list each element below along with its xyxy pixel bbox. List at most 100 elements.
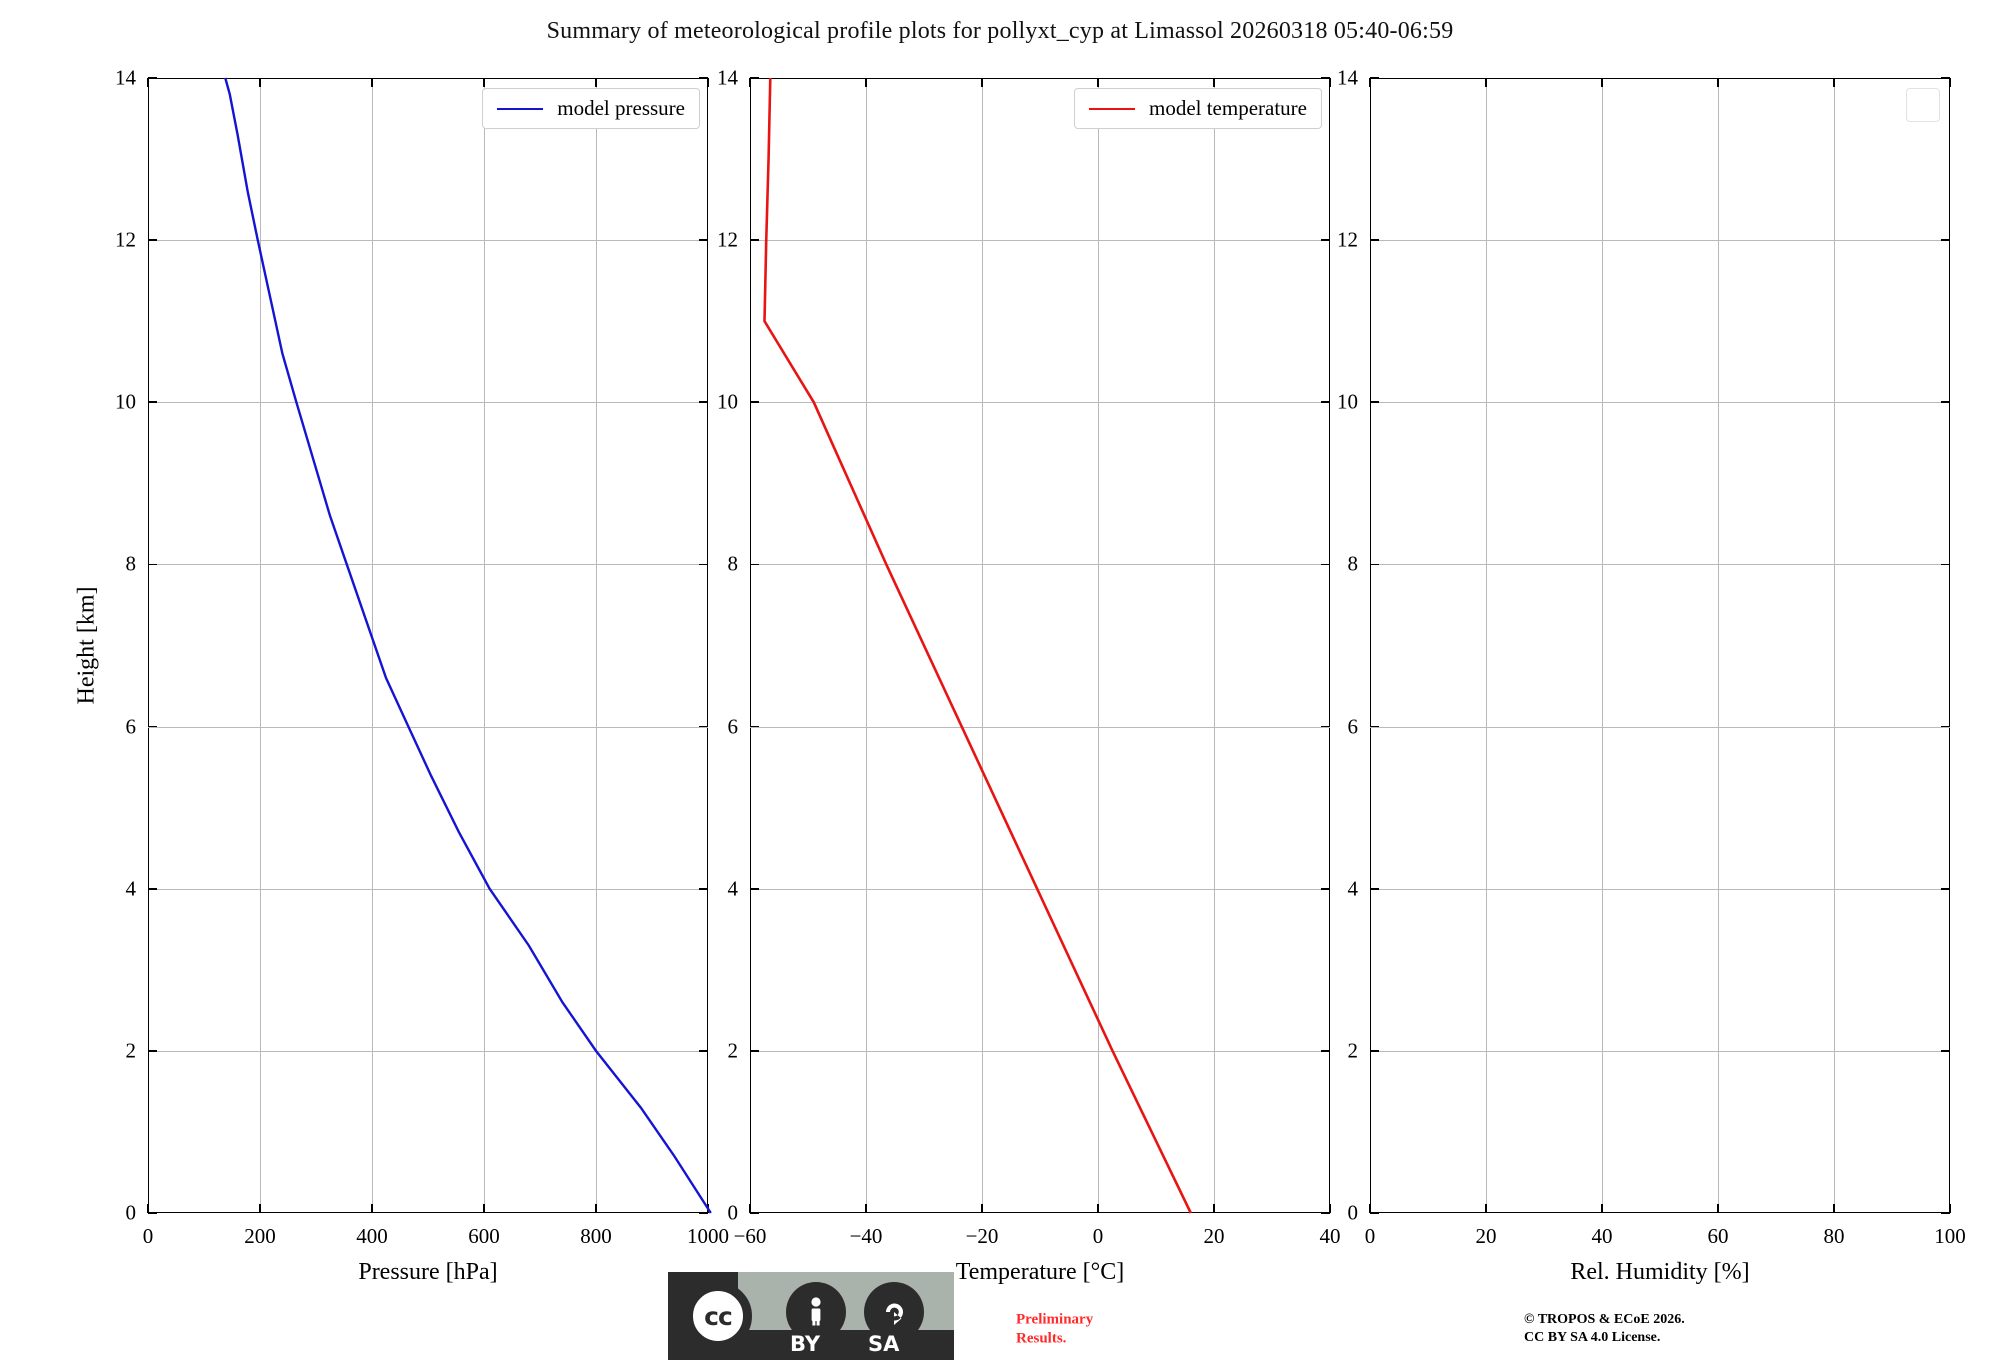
x-axis-tick [259, 78, 261, 87]
temperature-curve [763, 77, 1192, 1214]
y-axis-tick [1370, 77, 1379, 79]
y-axis-tick [1321, 401, 1330, 404]
x-axis-tick-label: 600 [468, 1224, 500, 1248]
y-axis-tick [750, 239, 759, 241]
plot-area-pressure [148, 78, 708, 1213]
x-axis-tick-label: 0 [1364, 1224, 1376, 1248]
y-axis-tick [699, 401, 708, 404]
y-axis-tick-label: 6 [1347, 714, 1359, 739]
copyright-line-1: © TROPOS & ECoE 2026. [1524, 1311, 1685, 1327]
y-axis-tick [699, 77, 708, 79]
y-axis-tick [148, 887, 157, 890]
gridline-vertical [596, 78, 597, 1213]
y-axis-tick [750, 887, 759, 890]
gridline-horizontal [750, 564, 1330, 566]
plot-area-relative-humidity [1370, 78, 1950, 1213]
y-axis-tick [750, 1212, 759, 1214]
y-axis-tick-label: 0 [125, 1200, 137, 1225]
gridline-horizontal [750, 1050, 1330, 1052]
x-axis-tick-label: 40 [1319, 1224, 1341, 1248]
y-axis-tick [699, 725, 708, 728]
x-axis-tick [749, 78, 751, 87]
y-axis-tick-label: 12 [115, 227, 136, 252]
copyright-note: © TROPOS & ECoE 2026. CC BY SA 4.0 Licen… [1524, 1311, 1685, 1347]
gridline-vertical [1602, 78, 1603, 1213]
x-axis-tick [1601, 78, 1603, 87]
y-axis-tick [1941, 401, 1950, 404]
x-axis-tick [1369, 78, 1371, 87]
legend-pressure[interactable]: model pressure [482, 88, 700, 129]
preliminary-line-2: Results. [1016, 1330, 1067, 1346]
legend-swatch-pressure [497, 107, 544, 110]
gridline-horizontal [148, 888, 708, 890]
gridline-vertical [1486, 78, 1487, 1213]
x-axis-tick-label: −40 [849, 1224, 883, 1248]
x-axis-tick [981, 78, 983, 87]
legend-temperature[interactable]: model temperature [1073, 88, 1322, 129]
gridline-horizontal [148, 240, 708, 242]
x-axis-tick [1717, 78, 1719, 87]
x-axis-tick [147, 78, 149, 87]
y-axis-tick [148, 1050, 157, 1052]
y-axis-tick-label: 8 [727, 551, 739, 576]
gridline-vertical [1214, 78, 1215, 1213]
x-axis-tick [1717, 1204, 1719, 1213]
y-axis-tick [1370, 563, 1379, 566]
y-axis-tick [1370, 1212, 1379, 1214]
y-axis-tick-label: 2 [1347, 1038, 1359, 1063]
gridline-horizontal [1370, 564, 1950, 566]
y-axis-tick-label: 4 [1347, 876, 1359, 901]
y-axis-tick [1321, 1212, 1330, 1214]
creative-commons-badge: cc BY SA [668, 1272, 954, 1360]
panel-relative-humidity: Rel. Humidity [%] 0 2 4 6 8 10 12 14 0 20 40 60 80 10… [1337, 66, 1966, 1286]
y-axis-tick [750, 563, 759, 566]
legend-relative-humidity[interactable] [1906, 88, 1940, 122]
y-axis-tick [1370, 239, 1379, 241]
y-axis-tick [1370, 725, 1379, 728]
x-axis-tick [595, 1204, 597, 1213]
y-axis-tick [1370, 1050, 1379, 1052]
gridline-horizontal [1370, 402, 1950, 404]
x-axis-tick-label: 80 [1823, 1224, 1845, 1248]
x-axis-tick [483, 78, 485, 87]
relative-humidity-curve [1370, 78, 1950, 1213]
y-axis-tick-label: 8 [1347, 551, 1359, 576]
x-axis-tick-label: 0 [142, 1224, 154, 1248]
y-axis-tick [699, 563, 708, 566]
x-axis-tick [1097, 78, 1099, 87]
x-axis-tick-label: 20 [1475, 1224, 1497, 1248]
y-axis-tick [699, 1212, 708, 1214]
person-glyph [811, 1297, 821, 1326]
y-axis-tick [1321, 77, 1330, 79]
x-axis-tick [1213, 1204, 1215, 1213]
gridline-vertical [1834, 78, 1835, 1213]
gridline-horizontal [750, 726, 1330, 728]
y-axis-tick [1321, 239, 1330, 241]
x-axis-tick [1949, 1204, 1951, 1213]
preliminary-line-1: Preliminary [1016, 1311, 1094, 1328]
legend-label-temperature: model temperature [1148, 96, 1307, 120]
y-axis-tick-label: 10 [1337, 389, 1358, 414]
gridline-horizontal [1370, 240, 1950, 242]
gridline-horizontal [148, 726, 708, 728]
y-axis-tick [148, 1212, 157, 1214]
x-axis-tick [147, 1204, 149, 1213]
y-axis-tick [1941, 887, 1950, 890]
x-axis-tick-label: 60 [1707, 1224, 1729, 1248]
gridline-vertical [866, 78, 867, 1213]
copyright-line-2: CC BY SA 4.0 License. [1524, 1330, 1661, 1345]
x-axis-tick [1949, 78, 1951, 87]
x-axis-tick [1329, 78, 1331, 87]
gridline-vertical [260, 78, 261, 1213]
legend-label-pressure: model pressure [557, 96, 685, 120]
y-axis-tick-label: 6 [125, 714, 137, 739]
x-axis-tick [865, 78, 867, 87]
y-axis-tick [1941, 1212, 1950, 1214]
y-axis-tick [750, 401, 759, 404]
x-axis-tick [1329, 1204, 1331, 1213]
y-axis-tick-label: 14 [115, 65, 136, 90]
x-axis-tick [371, 78, 373, 87]
panel-pressure: model pressure Pressure [hPa] 0 2 4 6 8 10 12 1… [115, 66, 729, 1286]
gridline-vertical [1718, 78, 1719, 1213]
cc-logo-icon: cc [684, 1282, 752, 1350]
